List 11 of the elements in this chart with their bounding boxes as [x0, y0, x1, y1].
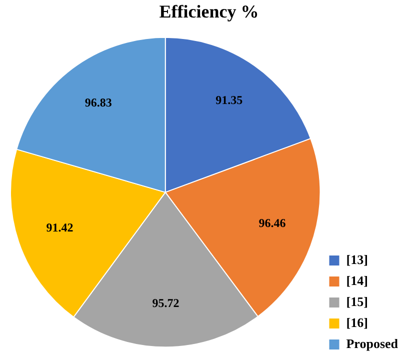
- data-label: 96.46: [258, 216, 286, 230]
- legend-label: [15]: [346, 294, 368, 309]
- chart-title: Efficiency %: [159, 1, 259, 22]
- data-label: 95.72: [152, 296, 180, 310]
- data-label: 91.35: [216, 92, 243, 107]
- legend-label: [16]: [346, 314, 368, 330]
- legend-label: [13]: [346, 252, 368, 267]
- legend-label: [14]: [346, 272, 368, 288]
- data-label: 96.83: [84, 95, 112, 110]
- legend-label: Proposed: [346, 336, 399, 351]
- data-label: 91.42: [46, 220, 74, 234]
